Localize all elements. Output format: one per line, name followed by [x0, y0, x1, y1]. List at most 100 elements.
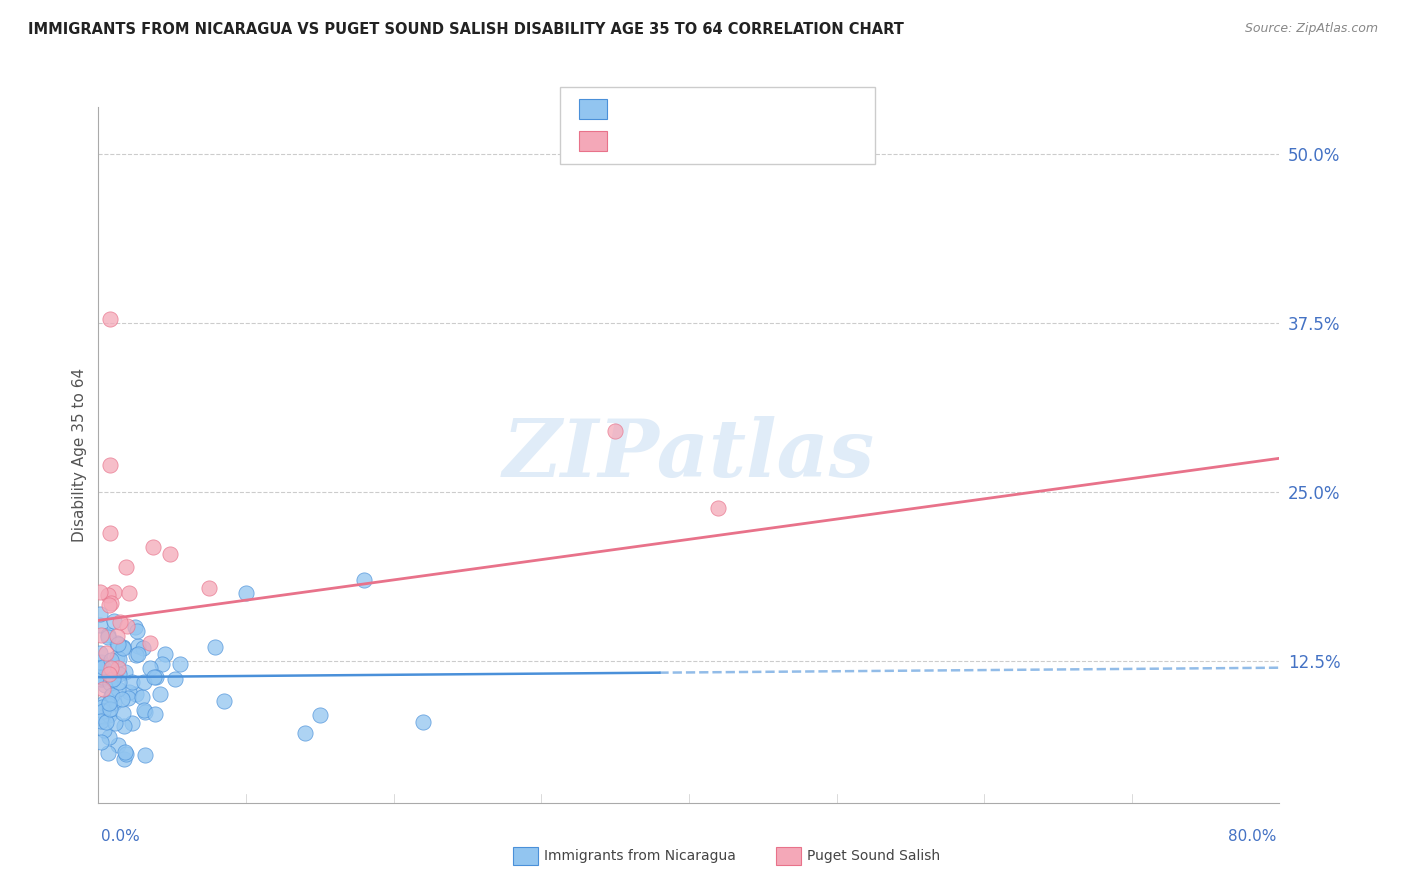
Point: [153, 648, 176, 662]
Point: [100, 688, 122, 702]
Point: [89, 585, 111, 599]
Point: [98, 525, 121, 540]
Point: [142, 541, 165, 555]
Point: [103, 615, 125, 629]
Point: [107, 636, 129, 650]
Point: [97, 588, 120, 602]
Point: [112, 640, 135, 655]
Point: [111, 706, 134, 721]
Point: [93, 723, 115, 737]
Text: Puget Sound Salish: Puget Sound Salish: [807, 849, 941, 863]
Point: [91, 670, 114, 684]
Point: [105, 649, 128, 664]
Point: [149, 687, 172, 701]
Point: [90, 628, 112, 642]
Text: R =  0.361: R = 0.361: [619, 132, 707, 150]
Text: IMMIGRANTS FROM NICARAGUA VS PUGET SOUND SALISH DISABILITY AGE 35 TO 64 CORRELAT: IMMIGRANTS FROM NICARAGUA VS PUGET SOUND…: [28, 22, 904, 37]
Text: Immigrants from Nicaragua: Immigrants from Nicaragua: [544, 849, 735, 863]
Point: [98, 599, 121, 613]
Text: 0.0%: 0.0%: [101, 830, 141, 844]
Point: [115, 747, 138, 762]
Point: [91, 682, 114, 697]
Point: [110, 615, 132, 630]
Point: [134, 703, 156, 717]
Point: [89, 607, 111, 621]
Point: [169, 657, 191, 672]
Point: [103, 585, 125, 599]
Point: [132, 674, 155, 689]
Point: [107, 637, 129, 651]
Point: [111, 640, 134, 654]
Point: [91, 660, 114, 674]
Point: [707, 501, 730, 516]
Point: [89, 618, 111, 632]
Point: [118, 685, 141, 699]
Point: [127, 639, 149, 653]
Point: [150, 657, 173, 671]
Point: [97, 707, 120, 722]
Point: [132, 640, 155, 655]
Point: [100, 689, 122, 703]
Point: [121, 675, 143, 690]
Point: [114, 560, 136, 574]
Text: R = 0.028: R = 0.028: [619, 100, 702, 118]
Point: [90, 700, 112, 714]
Point: [117, 619, 139, 633]
Point: [143, 707, 166, 722]
Point: [108, 666, 131, 681]
Point: [134, 706, 156, 720]
Point: [103, 696, 125, 710]
Point: [100, 661, 122, 675]
Point: [114, 745, 136, 759]
Point: [309, 708, 332, 723]
Point: [294, 725, 316, 739]
Point: [93, 710, 115, 724]
Point: [93, 696, 115, 710]
Point: [134, 748, 156, 763]
Point: [108, 651, 131, 665]
Point: [90, 655, 112, 669]
Point: [114, 665, 136, 679]
Point: [125, 648, 148, 662]
Point: [159, 547, 181, 561]
Point: [90, 672, 112, 686]
Point: [107, 675, 129, 690]
Point: [118, 586, 141, 600]
Point: [97, 746, 120, 760]
Point: [91, 704, 114, 718]
Point: [412, 714, 434, 729]
Point: [94, 678, 117, 692]
Text: N = 25: N = 25: [752, 132, 810, 150]
Point: [131, 690, 153, 704]
Point: [112, 719, 135, 733]
Point: [125, 624, 148, 639]
Point: [112, 752, 135, 766]
Point: [94, 646, 117, 660]
Point: [89, 661, 111, 675]
Point: [143, 670, 166, 684]
Point: [100, 653, 122, 667]
Point: [121, 715, 143, 730]
Text: 80.0%: 80.0%: [1229, 830, 1277, 844]
Point: [139, 636, 162, 650]
Point: [204, 640, 226, 655]
Point: [98, 312, 121, 326]
Point: [104, 716, 127, 731]
Point: [353, 573, 375, 587]
Point: [90, 714, 112, 729]
Text: N = 82: N = 82: [752, 100, 810, 118]
Text: Source: ZipAtlas.com: Source: ZipAtlas.com: [1244, 22, 1378, 36]
Point: [111, 692, 134, 706]
Point: [165, 672, 187, 686]
Point: [198, 582, 221, 596]
Point: [98, 702, 121, 716]
Point: [125, 687, 148, 701]
Point: [97, 730, 120, 744]
Point: [98, 676, 121, 690]
Point: [101, 672, 124, 686]
Point: [145, 670, 167, 684]
Point: [117, 691, 139, 706]
Point: [605, 424, 627, 438]
Point: [105, 629, 128, 643]
Point: [98, 458, 121, 472]
